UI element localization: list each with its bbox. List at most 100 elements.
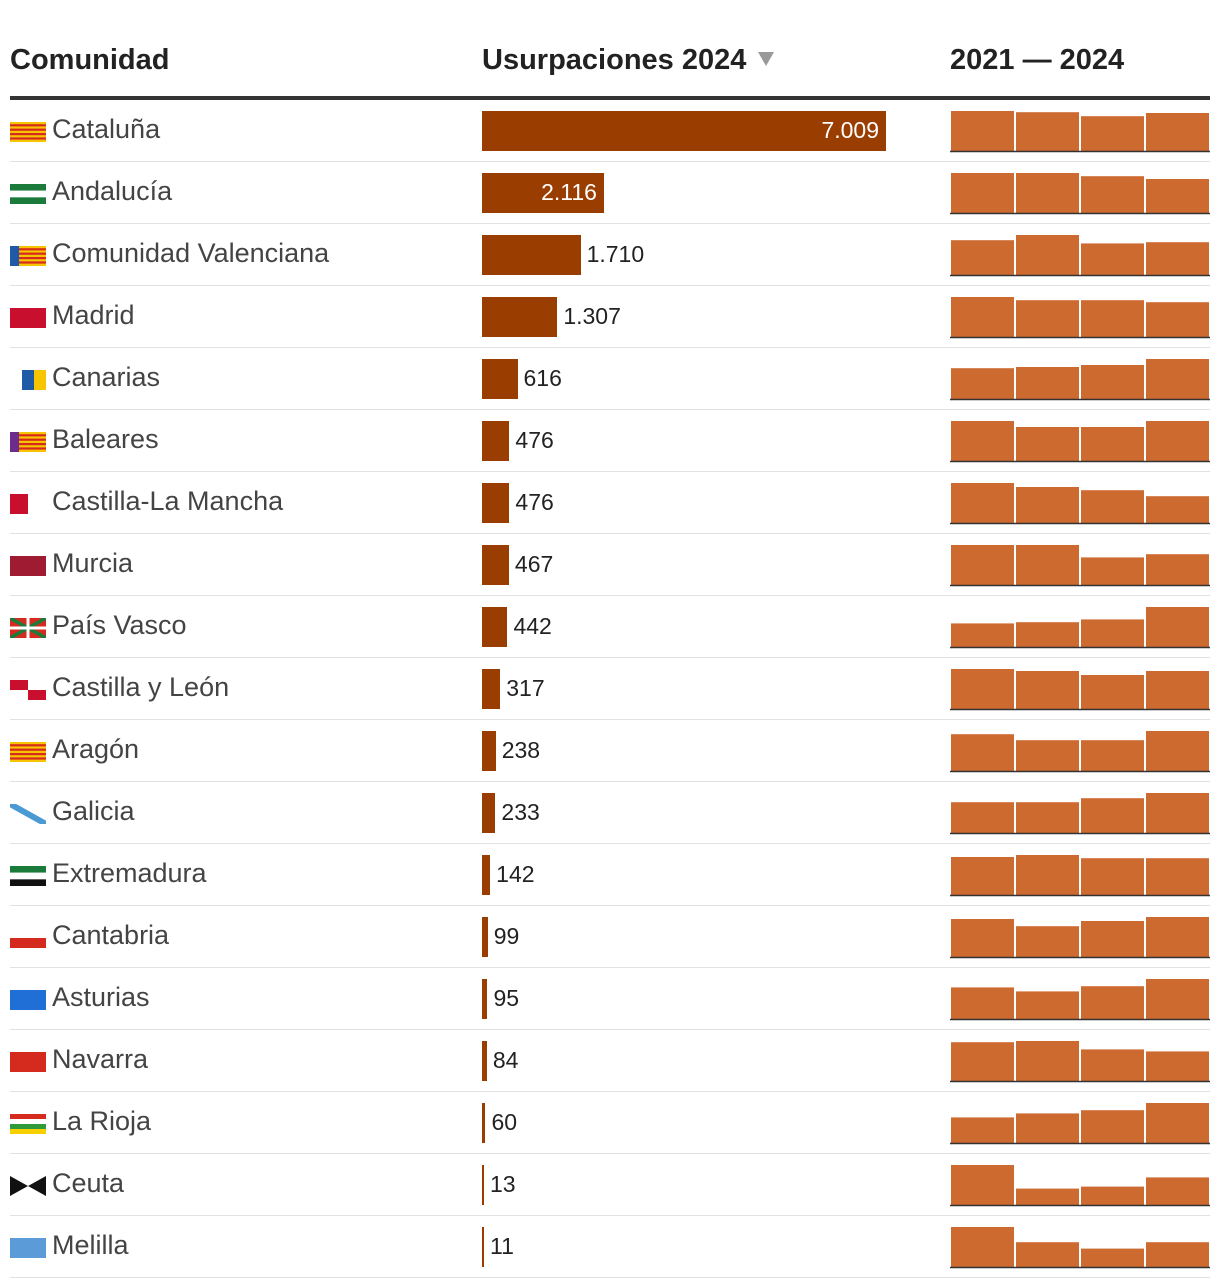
value-label: 142	[496, 861, 535, 887]
trend-bar	[951, 734, 1014, 771]
table-row: Aragón 238	[10, 720, 1210, 782]
value-bar	[482, 917, 488, 957]
value-bar	[482, 607, 508, 647]
sort-down-icon[interactable]	[758, 52, 775, 67]
row-name: Baleares	[52, 424, 159, 454]
trend-bar	[1016, 1242, 1079, 1267]
table-row: Andalucía 2.116	[10, 162, 1210, 224]
galicia-flag-icon	[10, 804, 46, 824]
row-name: Cataluña	[52, 114, 161, 144]
row-name: Navarra	[52, 1044, 149, 1074]
trend-bar	[1146, 731, 1209, 771]
table-row: Navarra 84	[10, 1030, 1210, 1092]
trend-sparkline	[950, 111, 1210, 153]
trend-bar	[951, 545, 1014, 585]
trend-bar	[1081, 619, 1144, 647]
trend-sparkline	[950, 1165, 1210, 1207]
trend-bar	[1146, 979, 1209, 1019]
trend-bar	[1016, 855, 1079, 895]
value-label: 238	[501, 737, 541, 763]
trend-sparkline	[950, 173, 1210, 215]
trend-bar	[1146, 607, 1209, 647]
trend-bar	[1081, 427, 1144, 461]
table-row: La Rioja 60	[10, 1092, 1210, 1154]
value-label: 1.307	[563, 303, 621, 329]
trend-bar	[1146, 179, 1209, 213]
row-name: Murcia	[52, 548, 134, 578]
row-name: Ceuta	[52, 1168, 125, 1198]
row-name: Castilla-La Mancha	[52, 486, 284, 516]
value-label: 11	[490, 1233, 514, 1259]
andalusia-flag-icon	[10, 184, 46, 204]
trend-bar	[1081, 300, 1144, 337]
trend-sparkline	[950, 421, 1210, 463]
valencia-flag-icon	[10, 246, 46, 266]
trend-sparkline	[950, 1227, 1210, 1269]
table-row: Extremadura 142	[10, 844, 1210, 906]
row-name: Cantabria	[52, 920, 170, 950]
trend-bar	[1081, 1186, 1144, 1205]
value-bar	[482, 359, 518, 399]
table-header: Comunidad Usurpaciones 2024 2021 — 2024	[10, 0, 1210, 100]
trend-bar	[1081, 858, 1144, 895]
row-name: Castilla y León	[52, 672, 230, 702]
trend-bar	[1146, 671, 1209, 709]
trend-sparkline	[950, 607, 1210, 649]
trend-sparkline	[950, 793, 1210, 835]
la-rioja-flag-icon	[10, 1114, 46, 1134]
value-bar	[482, 979, 488, 1019]
catalonia-flag-icon	[10, 122, 46, 142]
cantabria-flag-icon	[10, 928, 46, 948]
trend-bar	[951, 802, 1014, 833]
value-bar	[482, 855, 491, 895]
trend-bar	[951, 483, 1014, 523]
trend-bar	[951, 857, 1014, 895]
table-row: Galicia 233	[10, 782, 1210, 844]
trend-bar	[1146, 496, 1209, 523]
table-row: Baleares 476	[10, 410, 1210, 472]
table-row: Comunidad Valenciana 1.710	[10, 224, 1210, 286]
ranking-table: Comunidad Usurpaciones 2024 2021 — 2024 …	[10, 0, 1210, 1278]
trend-bar	[1146, 302, 1209, 337]
header-usurpaciones[interactable]: Usurpaciones 2024	[482, 44, 775, 77]
trend-bar	[1081, 675, 1144, 709]
header-comunidad[interactable]: Comunidad	[10, 44, 170, 76]
value-label: 60	[491, 1109, 518, 1135]
trend-bar	[1081, 243, 1144, 275]
trend-bar	[1016, 173, 1079, 213]
row-name: La Rioja	[52, 1106, 152, 1136]
asturias-flag-icon	[10, 990, 46, 1010]
value-bar	[482, 483, 510, 523]
melilla-flag-icon	[10, 1238, 46, 1258]
value-bar	[482, 1041, 487, 1081]
trend-bar	[1146, 793, 1209, 833]
trend-bar	[1146, 359, 1209, 399]
trend-bar	[1081, 176, 1144, 213]
header-trend[interactable]: 2021 — 2024	[950, 44, 1125, 76]
trend-bar	[1081, 557, 1144, 585]
trend-bar	[1016, 545, 1079, 585]
table-row: Murcia 467	[10, 534, 1210, 596]
navarra-flag-icon	[10, 1052, 46, 1072]
trend-bar	[1016, 1113, 1079, 1143]
trend-bar	[951, 669, 1014, 709]
trend-bar	[951, 1227, 1014, 1267]
value-bar	[482, 1165, 484, 1205]
value-bar	[482, 793, 496, 833]
trend-bar	[1016, 300, 1079, 337]
row-name: Galicia	[52, 796, 135, 826]
table-row: Cantabria 99	[10, 906, 1210, 968]
trend-bar	[1081, 1049, 1144, 1081]
trend-bar	[1016, 235, 1079, 275]
pais-vasco-flag-icon	[10, 618, 46, 638]
trend-bar	[1081, 798, 1144, 833]
value-label: 476	[515, 427, 554, 453]
row-name: Madrid	[52, 300, 135, 330]
value-bar	[482, 669, 501, 709]
trend-bar	[1016, 1188, 1079, 1205]
trend-sparkline	[950, 1041, 1210, 1083]
castilla-la-mancha-flag-icon	[10, 494, 46, 514]
trend-bar	[951, 297, 1014, 337]
trend-bar	[1016, 112, 1079, 151]
murcia-flag-icon	[10, 556, 46, 576]
